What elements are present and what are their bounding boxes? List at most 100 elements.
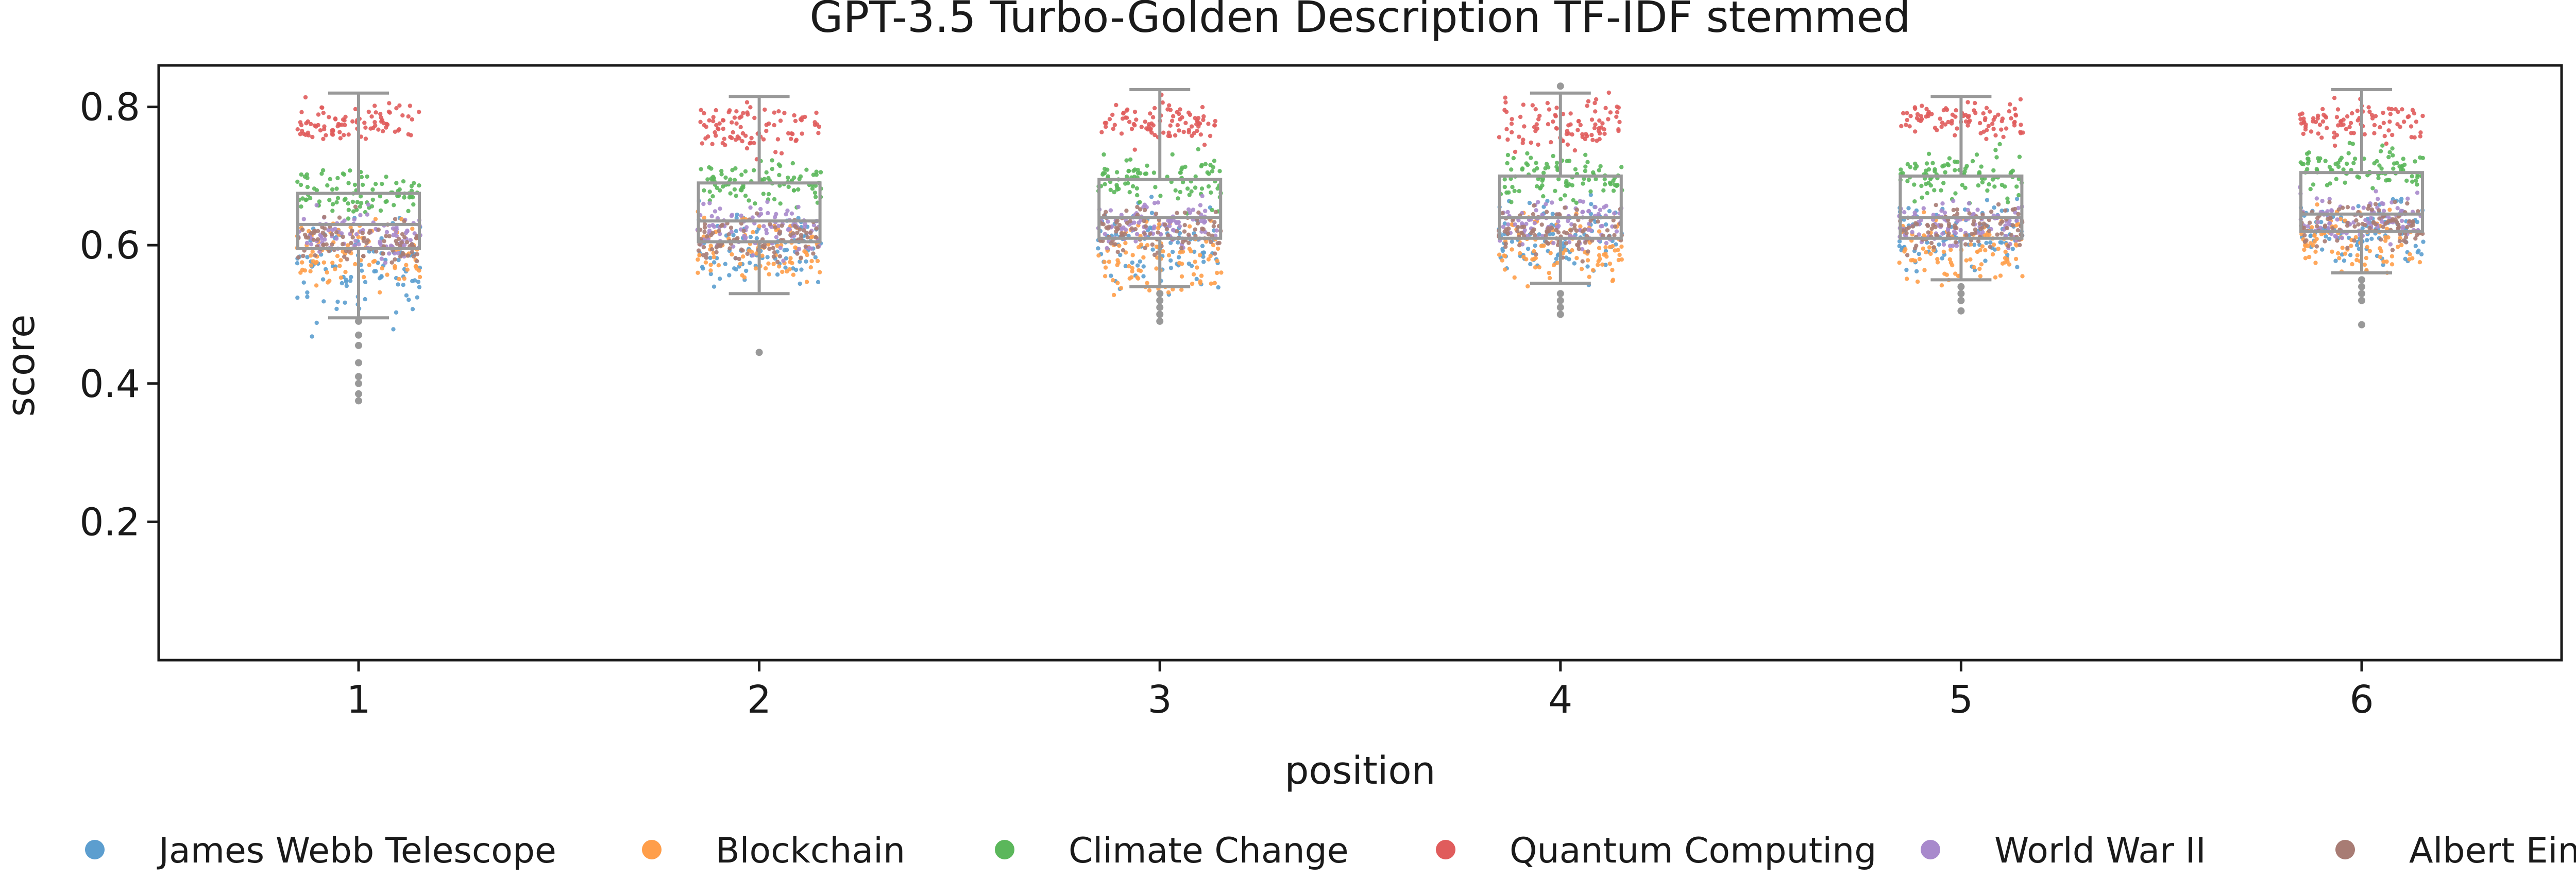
data-point xyxy=(1120,116,1125,121)
data-point xyxy=(2412,111,2417,116)
data-point xyxy=(2399,243,2404,248)
data-point xyxy=(1899,124,1904,129)
y-tick-label: 0.8 xyxy=(79,85,140,130)
data-point xyxy=(1132,175,1137,179)
data-point xyxy=(311,259,316,264)
data-point xyxy=(417,285,422,289)
data-point xyxy=(2345,114,2350,119)
data-point xyxy=(317,199,322,204)
data-point xyxy=(2323,114,2328,119)
data-point xyxy=(776,223,781,228)
data-point xyxy=(749,135,754,141)
data-point xyxy=(1943,122,1948,127)
data-point xyxy=(1548,251,1553,255)
data-point xyxy=(1588,218,1593,223)
data-point xyxy=(716,263,721,268)
data-point xyxy=(700,141,705,146)
data-point xyxy=(816,280,821,284)
outlier-point xyxy=(1556,297,1564,304)
data-point xyxy=(779,223,784,228)
data-point xyxy=(410,242,414,247)
data-point xyxy=(2309,129,2314,134)
data-point xyxy=(1899,167,1903,172)
data-point xyxy=(1947,223,1952,229)
data-point xyxy=(384,175,388,179)
data-point xyxy=(1583,164,1588,169)
data-point xyxy=(1175,123,1180,128)
data-point xyxy=(2382,134,2387,139)
data-point xyxy=(1099,130,1104,134)
data-point xyxy=(2327,197,2332,201)
data-point xyxy=(337,264,342,268)
data-point xyxy=(1539,222,1544,227)
data-point xyxy=(366,109,371,114)
data-point xyxy=(1614,114,1619,119)
outlier-point xyxy=(1957,307,1965,315)
data-point xyxy=(387,251,392,256)
data-point xyxy=(1144,171,1149,176)
data-point xyxy=(733,137,738,142)
legend-marker xyxy=(1921,840,1940,859)
data-point xyxy=(1984,240,1989,245)
data-point xyxy=(1187,193,1192,197)
data-point xyxy=(2362,262,2367,267)
y-axis: 0.20.40.60.8 xyxy=(79,85,159,544)
legend-label: Albert Einstein xyxy=(2409,831,2576,871)
data-point xyxy=(1602,127,1606,132)
data-point xyxy=(301,217,306,221)
data-point xyxy=(2363,218,2368,222)
data-point xyxy=(1596,263,1600,267)
data-point xyxy=(1939,188,1943,193)
data-point xyxy=(2335,238,2340,243)
data-point xyxy=(2376,176,2381,181)
data-point xyxy=(1201,114,1206,119)
data-point xyxy=(2335,107,2341,112)
data-point xyxy=(2413,236,2418,241)
data-point xyxy=(753,201,757,206)
data-point xyxy=(776,109,781,114)
data-point xyxy=(1196,210,1201,215)
data-point xyxy=(1612,211,1617,216)
data-point xyxy=(2357,247,2361,251)
data-point xyxy=(1972,219,1976,223)
data-point xyxy=(1141,255,1146,260)
data-point xyxy=(731,233,736,237)
data-point xyxy=(1964,258,1969,263)
data-point xyxy=(2009,233,2013,237)
data-point xyxy=(1913,258,1918,263)
data-point xyxy=(2363,222,2367,228)
data-point xyxy=(300,267,305,272)
data-point xyxy=(1135,275,1140,280)
data-point xyxy=(2387,119,2392,124)
outlier-point xyxy=(1957,297,1965,304)
data-point xyxy=(2303,256,2308,261)
data-point xyxy=(1107,117,1112,122)
data-point xyxy=(1568,111,1573,116)
data-point xyxy=(2335,217,2340,222)
data-point xyxy=(300,196,305,201)
data-point xyxy=(1578,199,1583,203)
data-point xyxy=(336,122,341,127)
data-point xyxy=(702,222,707,227)
data-point xyxy=(411,195,415,200)
data-point xyxy=(1142,208,1147,213)
data-point xyxy=(708,263,713,267)
data-point xyxy=(407,195,412,200)
data-point xyxy=(2325,126,2329,130)
data-point xyxy=(1963,185,1968,190)
data-point xyxy=(2346,151,2351,156)
data-point xyxy=(1103,265,1108,270)
data-point xyxy=(1534,122,1539,127)
data-point xyxy=(2400,226,2405,231)
data-point xyxy=(1939,125,1944,129)
data-point xyxy=(1201,117,1206,123)
data-point xyxy=(1611,218,1616,222)
data-point xyxy=(704,255,709,260)
data-point xyxy=(1619,165,1624,169)
data-point xyxy=(2418,134,2422,139)
data-point xyxy=(342,172,347,177)
data-point xyxy=(789,136,793,141)
data-point xyxy=(764,129,769,133)
data-point xyxy=(2367,109,2372,114)
